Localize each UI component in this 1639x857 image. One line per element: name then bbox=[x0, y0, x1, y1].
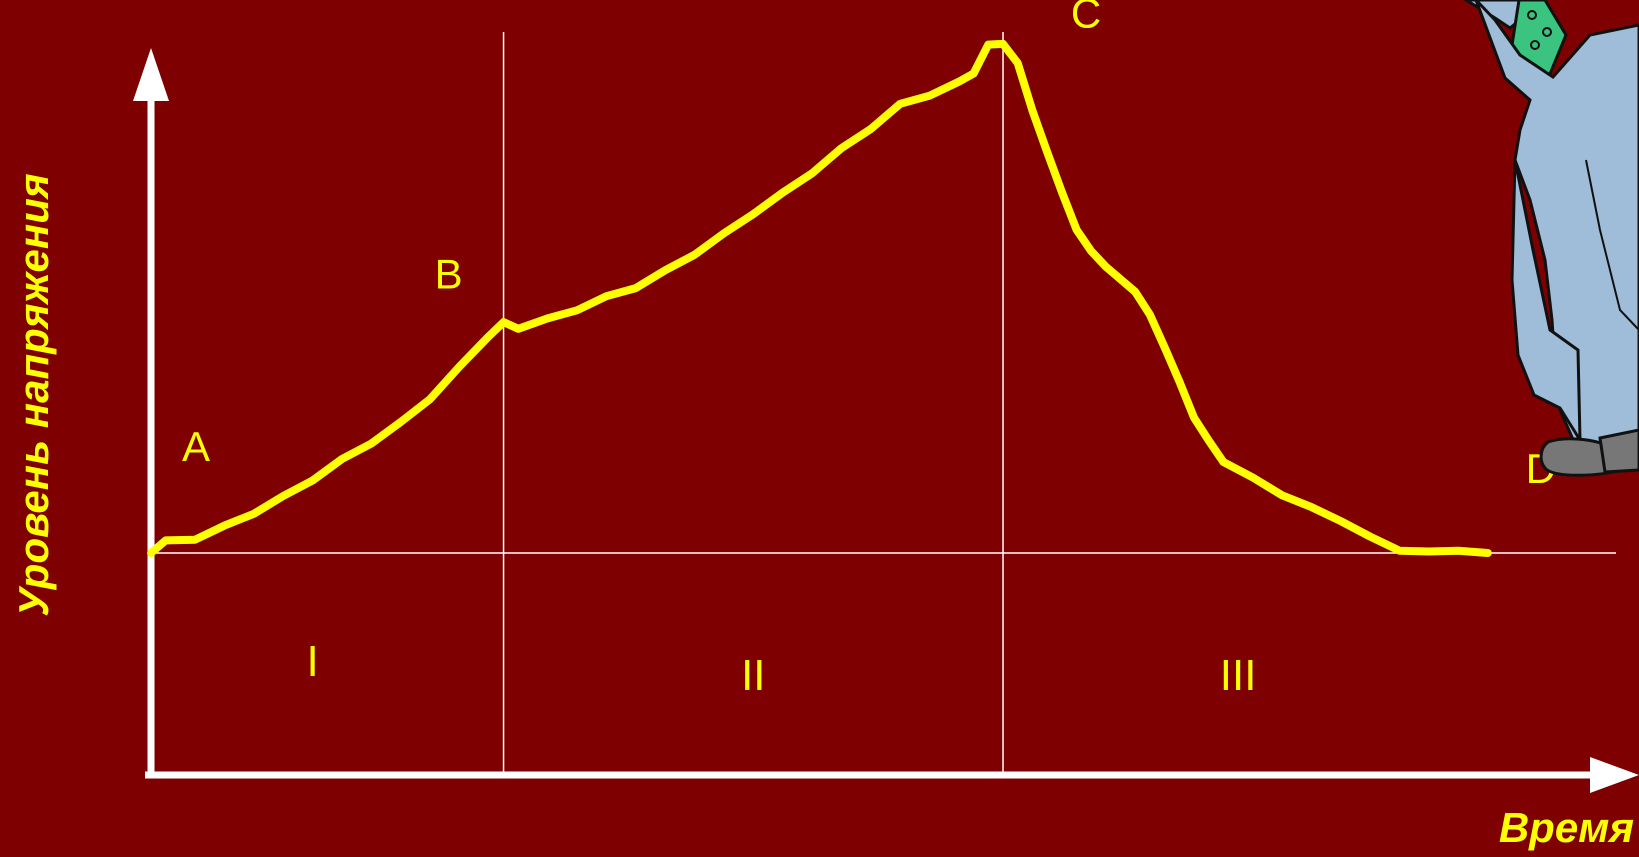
point-label-c: C bbox=[1071, 0, 1101, 36]
phase-label-3: III bbox=[1220, 651, 1257, 700]
y-axis-title: Уровень напряжения bbox=[10, 173, 57, 616]
phase-label-1: I bbox=[306, 637, 318, 686]
axes bbox=[133, 48, 1639, 793]
phase-label-2: II bbox=[741, 651, 765, 700]
point-label-b: B bbox=[435, 251, 463, 298]
y-axis-arrow bbox=[133, 48, 169, 101]
stress-curve-line bbox=[147, 39, 1492, 557]
stress-curve bbox=[147, 39, 1492, 557]
guide-lines bbox=[151, 32, 1616, 775]
x-axis-title: Время bbox=[1499, 804, 1634, 851]
x-axis-arrow bbox=[1590, 757, 1639, 793]
point-label-a: A bbox=[182, 423, 210, 470]
cartoon-figure bbox=[1463, 0, 1639, 477]
